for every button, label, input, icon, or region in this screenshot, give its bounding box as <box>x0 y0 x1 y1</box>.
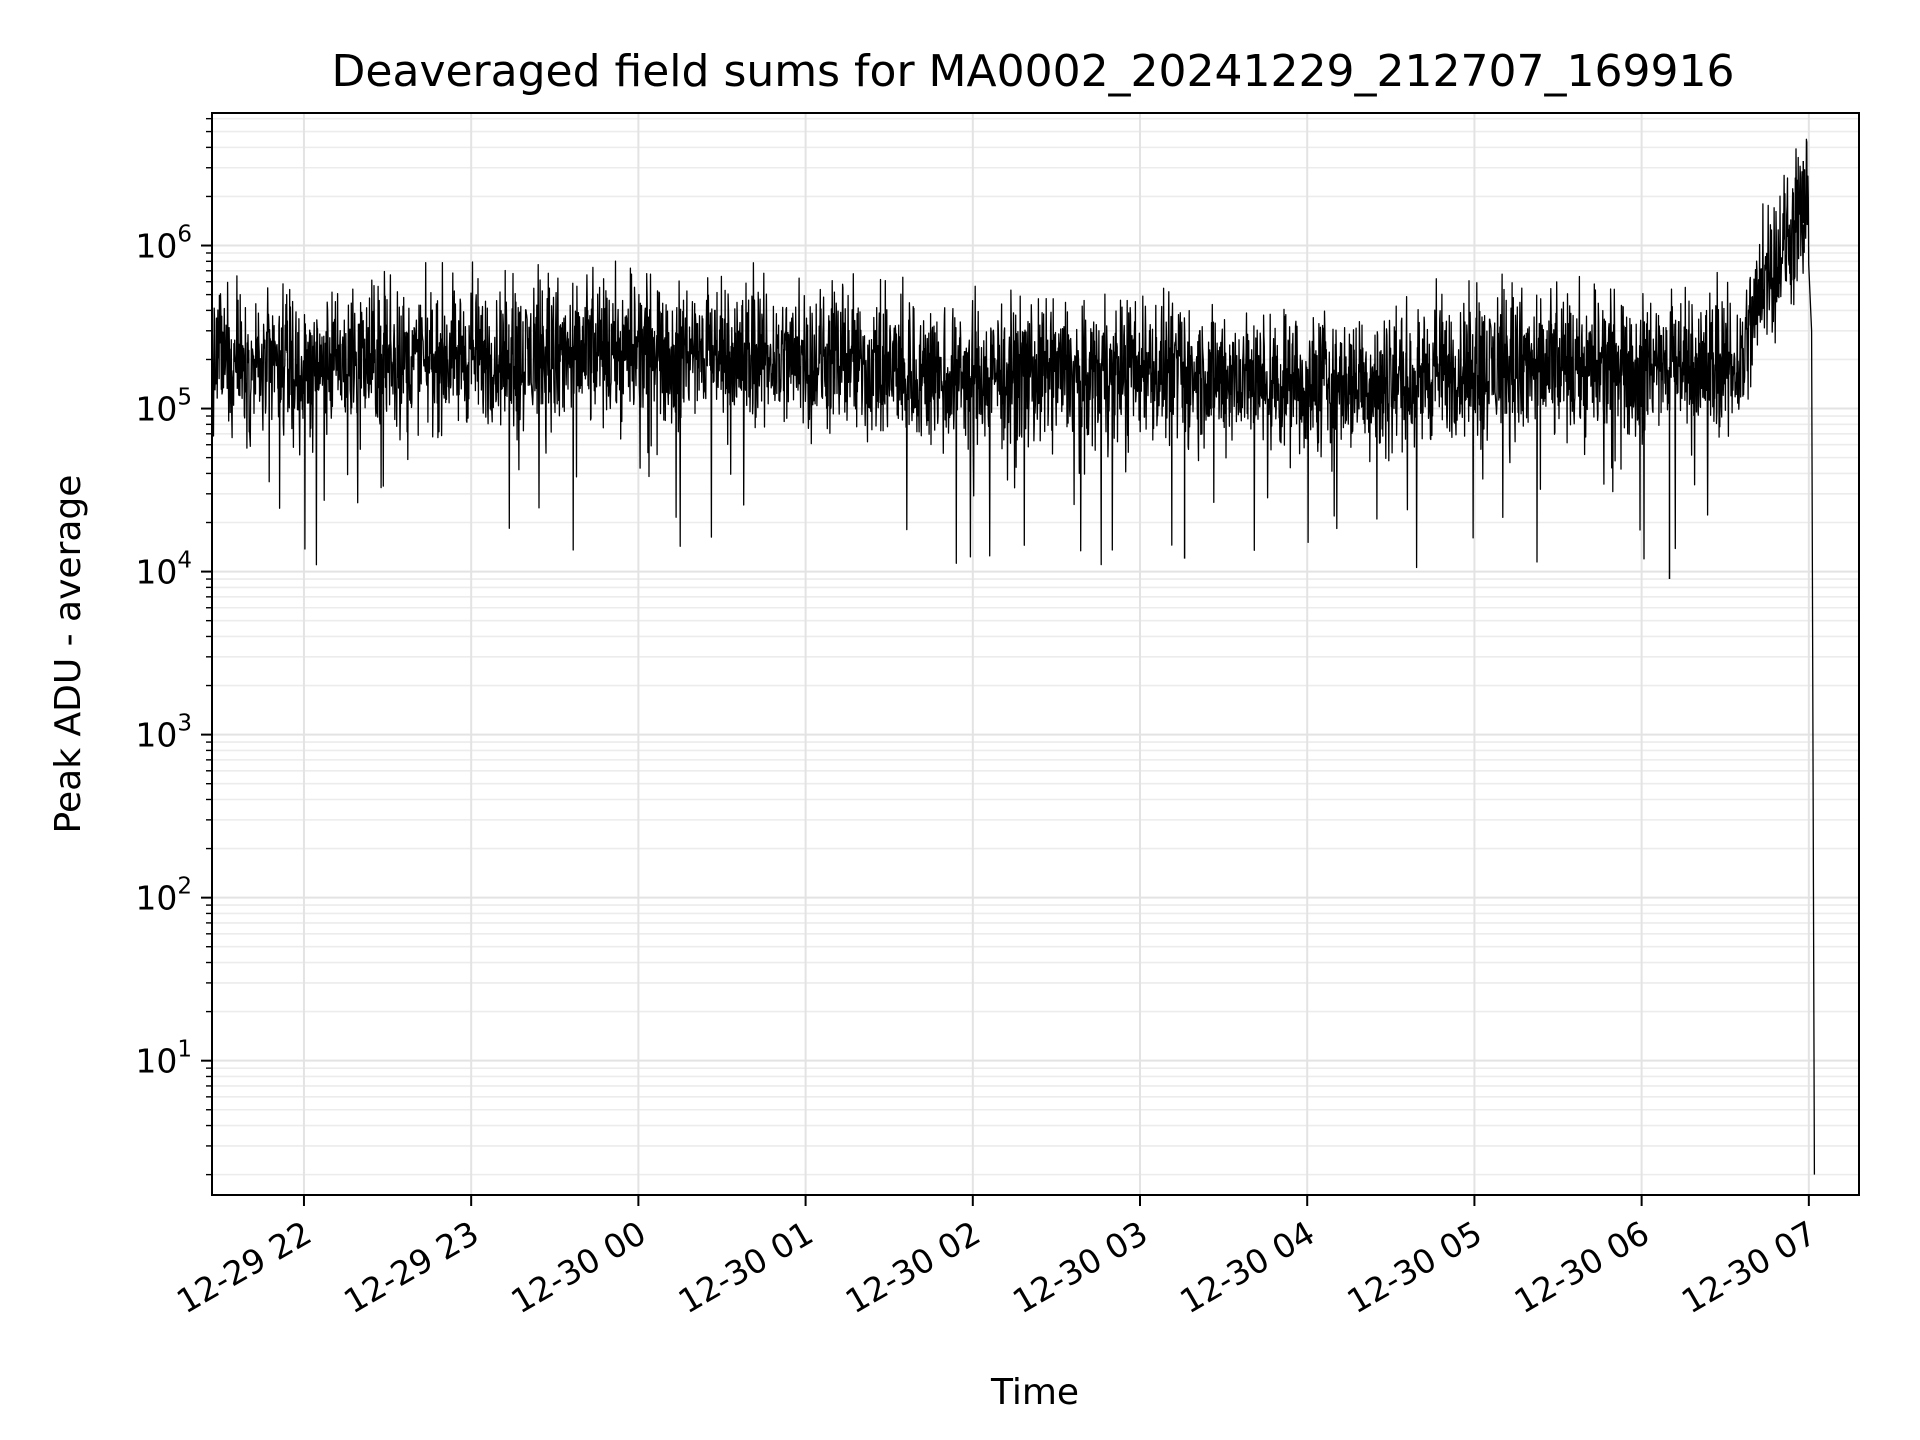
y-tick-label: 106 <box>135 222 192 266</box>
y-tick-label: 105 <box>135 385 192 429</box>
y-tick-label-exponent: 5 <box>177 385 192 411</box>
x-tick-label: 12-29 23 <box>337 1213 485 1321</box>
y-tick-label-base: 10 <box>135 716 177 755</box>
x-tick-label: 12-30 01 <box>672 1213 820 1321</box>
series-line <box>211 138 1816 1175</box>
x-tick-label: 12-30 00 <box>504 1213 652 1321</box>
y-tick-label-base: 10 <box>135 390 177 429</box>
x-tick-label: 12-30 06 <box>1508 1213 1656 1321</box>
y-tick-label-base: 10 <box>135 1042 177 1081</box>
plot-frame <box>211 112 1860 1196</box>
x-axis-label: Time <box>990 1372 1079 1413</box>
y-tick-label-base: 10 <box>135 553 177 592</box>
x-tick-label: 12-30 03 <box>1006 1213 1154 1321</box>
grid-layer <box>212 113 1859 1195</box>
y-tick-label-base: 10 <box>135 227 177 266</box>
y-tick-label-exponent: 2 <box>177 874 192 900</box>
x-tick-label: 12-30 07 <box>1675 1213 1823 1321</box>
y-tick-label-base: 10 <box>135 879 177 918</box>
y-tick-label-exponent: 4 <box>177 548 192 574</box>
y-tick-label: 101 <box>135 1037 192 1081</box>
y-axis-label: Peak ADU - average <box>48 475 89 834</box>
x-tick-label: 12-30 04 <box>1173 1213 1321 1321</box>
y-tick-label: 103 <box>135 711 192 755</box>
x-tick-label: 12-30 02 <box>839 1213 987 1321</box>
series-layer <box>211 138 1816 1175</box>
y-tick-label: 102 <box>135 874 192 918</box>
y-tick-label-exponent: 1 <box>177 1037 192 1063</box>
y-tick-label: 104 <box>135 548 192 592</box>
x-tick-label: 12-29 22 <box>170 1213 318 1321</box>
y-tick-label-exponent: 3 <box>177 711 192 737</box>
x-tick-label: 12-30 05 <box>1340 1213 1488 1321</box>
chart-title: Deaveraged field sums for MA0002_2024122… <box>332 46 1735 97</box>
y-tick-label-exponent: 6 <box>177 222 192 248</box>
